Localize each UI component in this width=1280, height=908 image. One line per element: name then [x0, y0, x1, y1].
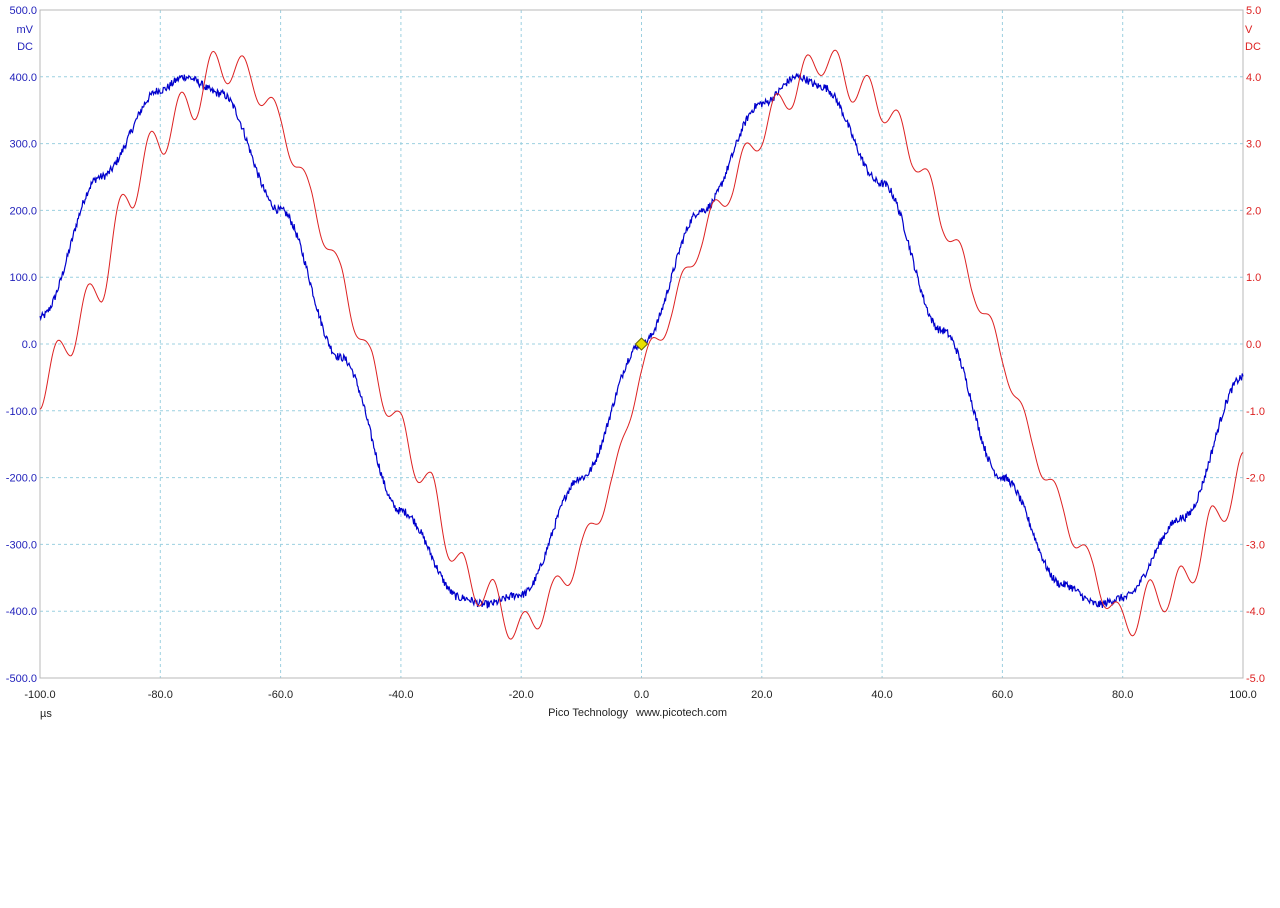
right-tick-label: 0.0: [1246, 339, 1261, 351]
left-axis-unit: mV: [17, 24, 34, 36]
left-tick-label: -200.0: [6, 473, 37, 485]
right-axis-unit: V: [1245, 24, 1253, 36]
x-tick-label: -100.0: [24, 689, 55, 701]
left-tick-label: 100.0: [9, 272, 37, 284]
right-tick-label: -2.0: [1246, 473, 1265, 485]
left-tick-label: 400.0: [9, 72, 37, 84]
channel-b-trace: [39, 49, 1244, 640]
left-axis-coupling: DC: [17, 41, 33, 53]
plot-border: [39, 9, 1244, 679]
right-tick-label: 1.0: [1246, 272, 1261, 284]
x-tick-label: 60.0: [992, 689, 1013, 701]
x-tick-label: 100.0: [1229, 689, 1257, 701]
left-tick-label: 500.0: [9, 5, 37, 17]
right-tick-label: -3.0: [1246, 539, 1265, 551]
trigger-marker[interactable]: [634, 337, 649, 351]
right-tick-label: 3.0: [1246, 139, 1261, 151]
footer-url: www.picotech.com: [635, 707, 727, 719]
left-tick-label: -100.0: [6, 406, 37, 418]
x-tick-label: -40.0: [388, 689, 413, 701]
left-axis: 500.0 400.0 300.0 200.0 100.0 0.0 -100.0 -200.0…: [6, 5, 37, 685]
right-tick-label: 5.0: [1246, 5, 1261, 17]
trigger-marker-group: [634, 337, 649, 351]
x-tick-label: -80.0: [148, 689, 173, 701]
right-tick-label: -4.0: [1246, 606, 1265, 618]
left-tick-label: -300.0: [6, 539, 37, 551]
x-axis: -100.0 -80.0 -60.0 -40.0 -20.0 0.0 20.0 40.0 60.…: [24, 689, 1256, 701]
left-tick-label: 0.0: [22, 339, 37, 351]
right-tick-label: -1.0: [1246, 406, 1265, 418]
right-tick-label: 2.0: [1246, 205, 1261, 217]
x-tick-label: -60.0: [268, 689, 293, 701]
plot-frame: [39, 9, 1244, 679]
right-axis-coupling: DC: [1245, 41, 1261, 53]
x-tick-label: -20.0: [509, 689, 534, 701]
footer-brand: Pico Technology: [548, 707, 628, 719]
right-tick-label: -5.0: [1246, 673, 1265, 685]
right-tick-label: 4.0: [1246, 72, 1261, 84]
left-tick-label: 300.0: [9, 139, 37, 151]
right-axis: 5.0 4.0 3.0 2.0 1.0 0.0 -1.0 -2.0 -3.0 -4.0 -5.0: [1246, 5, 1265, 685]
x-axis-unit: µs: [40, 708, 52, 720]
x-tick-label: 0.0: [634, 689, 649, 701]
left-tick-label: 200.0: [9, 205, 37, 217]
x-tick-label: 20.0: [751, 689, 772, 701]
left-tick-label: -500.0: [6, 673, 37, 685]
x-tick-label: 80.0: [1112, 689, 1133, 701]
left-tick-label: -400.0: [6, 606, 37, 618]
x-tick-label: 40.0: [871, 689, 892, 701]
